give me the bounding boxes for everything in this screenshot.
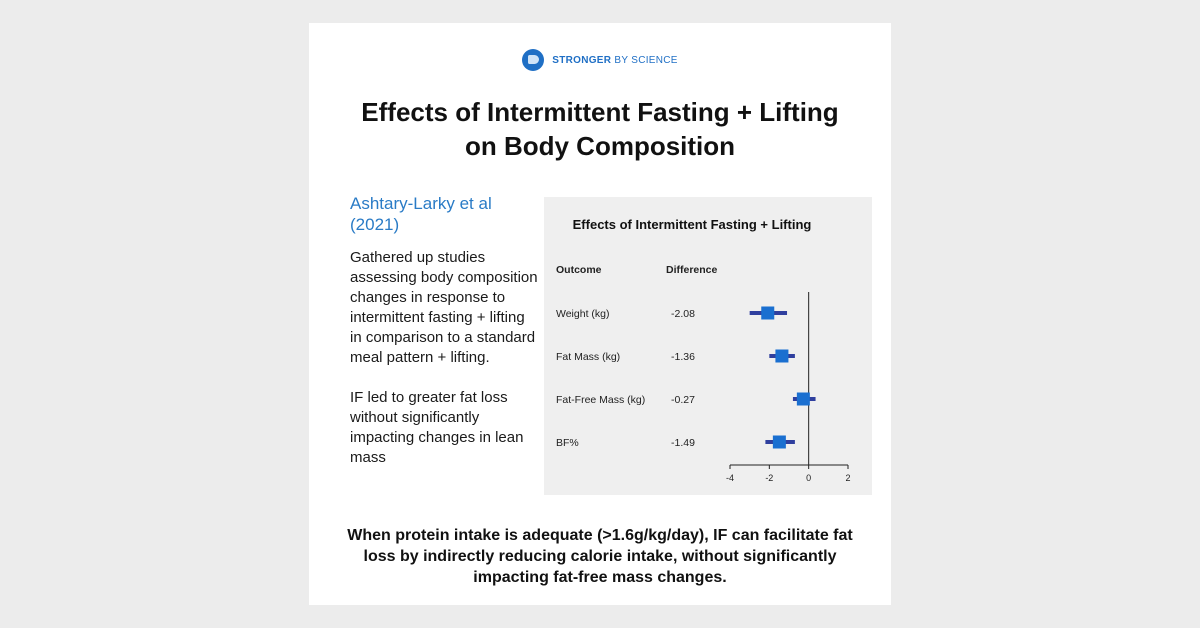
brand-logo-icon (522, 49, 545, 71)
row-outcome-label: Weight (kg) (556, 308, 610, 320)
study-citation: Ashtary-Larky et al (2021) (350, 194, 492, 234)
brand-name: STRONGER BY SCIENCE (552, 55, 678, 66)
point-estimate (796, 392, 810, 406)
point-estimate (772, 435, 786, 449)
page-title: Effects of Intermittent Fasting + Liftin… (309, 95, 891, 163)
brand-header: STRONGER BY SCIENCE (309, 49, 891, 71)
page-title-line2: on Body Composition (464, 131, 736, 161)
row-difference-label: -0.27 (671, 394, 695, 406)
column-header-difference: Difference (666, 264, 718, 276)
description-paragraph-2: IF led to greater fat loss without signi… (350, 389, 524, 466)
x-axis-tick-label: -2 (765, 473, 773, 483)
point-estimate (761, 306, 775, 320)
x-axis-tick-label: -4 (726, 473, 734, 483)
row-difference-label: -2.08 (671, 308, 695, 320)
forest-plot-panel: Effects of Intermittent Fasting + Liftin… (544, 197, 872, 495)
row-outcome-label: Fat-Free Mass (kg) (556, 394, 645, 406)
row-outcome-label: Fat Mass (kg) (556, 351, 620, 363)
x-axis-tick-label: 2 (845, 473, 850, 483)
forest-plot: Effects of Intermittent Fasting + Liftin… (556, 217, 851, 483)
point-estimate (775, 349, 789, 363)
brand-name-strong: STRONGER (552, 54, 612, 66)
description-paragraph-1: Gathered up studies assessing body compo… (350, 249, 538, 366)
row-difference-label: -1.49 (671, 437, 695, 449)
row-outcome-label: BF% (556, 437, 579, 449)
chart-title: Effects of Intermittent Fasting + Liftin… (573, 217, 812, 232)
study-description: Gathered up studies assessing body compo… (350, 248, 540, 488)
page-title-line1: Effects of Intermittent Fasting + Liftin… (361, 97, 839, 127)
brand-name-rest: BY SCIENCE (614, 54, 678, 66)
infographic-card: STRONGER BY SCIENCE Effects of Intermitt… (309, 23, 891, 605)
column-header-outcome: Outcome (556, 264, 602, 276)
conclusion-text: When protein intake is adequate (>1.6g/k… (347, 527, 853, 586)
row-difference-label: -1.36 (671, 351, 695, 363)
x-axis-tick-label: 0 (806, 473, 811, 483)
